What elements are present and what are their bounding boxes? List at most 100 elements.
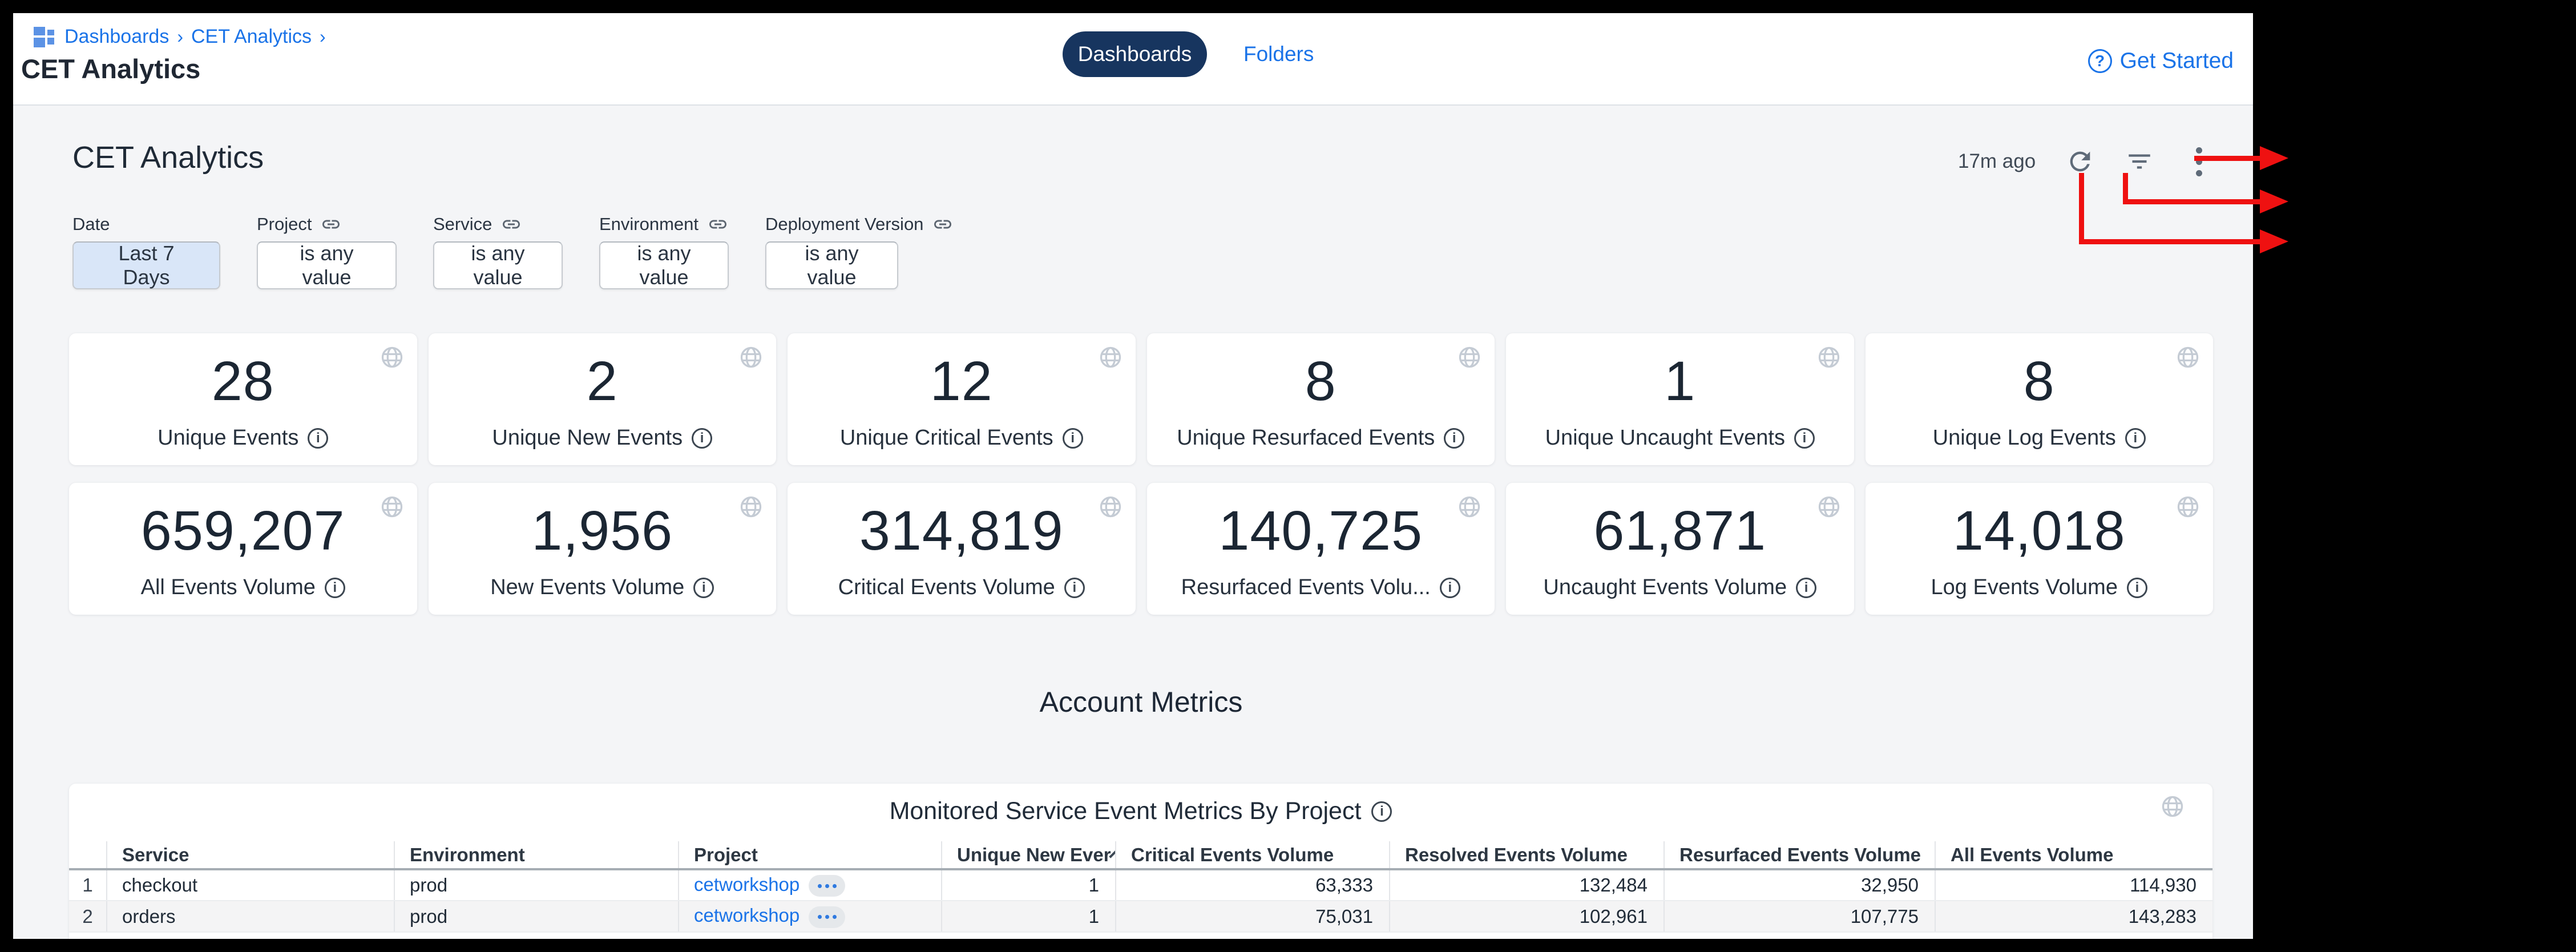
row-index: 1 <box>69 869 107 901</box>
column-header-label: Environment <box>410 844 525 865</box>
globe-icon[interactable] <box>1816 494 1842 519</box>
metric-tile: 140,725 Resurfaced Events Volu... i <box>1146 483 1495 615</box>
column-header[interactable] <box>69 841 107 869</box>
cell-environment: prod <box>394 901 679 933</box>
project-link[interactable]: cetworkshop <box>694 905 800 926</box>
cell-all-events-volume: 114,930 <box>1935 869 2212 901</box>
table-title: Monitored Service Event Metrics By Proje… <box>889 797 1362 825</box>
column-header-label: Project <box>694 844 758 865</box>
column-header[interactable]: Resurfaced Events Volume <box>1664 841 1936 869</box>
tile-label: Unique Uncaught Events <box>1545 426 1785 450</box>
metric-tile: 28 Unique Events i <box>69 333 417 465</box>
filter-value-button[interactable]: is any value <box>257 241 397 289</box>
filter-value-button[interactable]: is any value <box>433 241 563 289</box>
column-header[interactable]: Critical Events Volume <box>1116 841 1390 869</box>
info-icon[interactable]: i <box>2126 577 2147 598</box>
project-link[interactable]: cetworkshop <box>694 873 800 895</box>
column-header[interactable]: Project <box>679 841 942 869</box>
tile-label: Unique Log Events <box>1932 426 2116 450</box>
annotation-arrowhead <box>2260 146 2288 170</box>
info-icon[interactable]: i <box>2125 427 2146 449</box>
project-more-button[interactable] <box>809 906 846 928</box>
cell-resurfaced-events-volume: 107,775 <box>1664 901 1936 933</box>
column-header[interactable]: Service <box>107 841 395 869</box>
tile-label: Resurfaced Events Volu... <box>1181 575 1431 599</box>
info-icon[interactable]: i <box>1439 577 1460 598</box>
cell-project: cetworkshop <box>679 901 942 933</box>
globe-icon[interactable] <box>1098 345 1123 370</box>
tab-folders[interactable]: Folders <box>1240 42 1317 67</box>
info-icon[interactable]: i <box>692 427 713 449</box>
column-header[interactable]: Resolved Events Volume <box>1390 841 1665 869</box>
project-more-button[interactable] <box>809 875 846 897</box>
column-header[interactable]: Environment <box>394 841 679 869</box>
metric-tile: 2 Unique New Events i <box>428 333 776 465</box>
filter-label: Environment <box>599 214 699 234</box>
cell-service: checkout <box>107 869 395 901</box>
breadcrumb-current-link[interactable]: CET Analytics <box>191 26 312 47</box>
breadcrumb-dashboards-link[interactable]: Dashboards <box>64 26 169 47</box>
filter-label: Date <box>72 214 110 234</box>
question-circle-icon: ? <box>2088 49 2112 73</box>
table-header-row: Service Environment Project Unique New Ever… <box>69 841 2212 869</box>
cell-unique-new-events: 1 <box>942 869 1116 901</box>
info-icon[interactable]: i <box>1444 427 1465 449</box>
tab-dashboards[interactable]: Dashboards <box>1063 31 1207 77</box>
tile-value: 8 <box>2023 350 2055 412</box>
table-row: 2 orders prod cetworkshop 1 75,031 102,9… <box>69 901 2212 933</box>
annotation-line-kebab <box>2194 156 2262 161</box>
filter-button[interactable] <box>2125 147 2154 176</box>
globe-icon[interactable] <box>1457 345 1482 370</box>
column-header[interactable]: All Events Volume <box>1935 841 2212 869</box>
get-started-link[interactable]: ? Get Started <box>2088 49 2234 74</box>
globe-icon[interactable] <box>1816 345 1842 370</box>
kebab-menu-icon <box>2195 147 2202 176</box>
filter: Date Last 7 Days <box>72 213 220 289</box>
column-header[interactable]: Unique New Ever <box>942 841 1116 869</box>
info-icon[interactable]: i <box>1371 801 1392 822</box>
top-header-bar: Dashboards › CET Analytics › CET Analyti… <box>13 13 2253 106</box>
globe-icon[interactable] <box>379 345 405 370</box>
cell-resurfaced-events-volume: 32,950 <box>1664 869 1936 901</box>
column-header-label: Critical Events Volume <box>1131 844 1334 865</box>
info-icon[interactable]: i <box>693 577 714 598</box>
tile-label: Unique Events <box>158 426 299 450</box>
filter: Project is any value <box>257 213 397 289</box>
filter-list-icon <box>2129 154 2150 169</box>
info-icon[interactable]: i <box>1796 577 1817 598</box>
refresh-button[interactable] <box>2065 147 2095 176</box>
info-icon[interactable]: i <box>1062 427 1083 449</box>
annotation-arrowhead <box>2260 229 2288 253</box>
globe-icon[interactable] <box>1457 494 1482 519</box>
dashboard-toolbar: 17m ago <box>1958 144 2214 179</box>
filter: Deployment Version is any value <box>765 213 953 289</box>
dashboard-title: CET Analytics <box>72 140 264 175</box>
globe-icon[interactable] <box>2175 494 2200 519</box>
metric-tile: 8 Unique Log Events i <box>1865 333 2213 465</box>
filter-value-button[interactable]: Last 7 Days <box>72 241 220 289</box>
globe-icon[interactable] <box>1098 494 1123 519</box>
info-icon[interactable]: i <box>308 427 329 449</box>
globe-icon[interactable] <box>738 494 764 519</box>
breadcrumb-separator: › <box>177 26 183 47</box>
tile-label: Unique New Events <box>492 426 683 450</box>
filter-value-button[interactable]: is any value <box>599 241 729 289</box>
globe-icon[interactable] <box>738 345 764 370</box>
globe-icon[interactable] <box>2160 794 2185 819</box>
metric-tile: 1 Unique Uncaught Events i <box>1506 333 1854 465</box>
dashboard-actions-menu-button[interactable] <box>2184 147 2214 176</box>
globe-icon[interactable] <box>379 494 405 519</box>
info-icon[interactable]: i <box>1794 427 1815 449</box>
globe-icon[interactable] <box>2175 345 2200 370</box>
column-header-label: Resolved Events Volume <box>1405 844 1628 865</box>
tile-label: Unique Critical Events <box>839 426 1053 450</box>
filter-label: Deployment Version <box>765 214 924 234</box>
table-card: Monitored Service Event Metrics By Proje… <box>69 784 2212 939</box>
info-icon[interactable]: i <box>324 577 345 598</box>
dashboards-grid-icon[interactable] <box>34 26 54 47</box>
link-icon <box>709 220 727 229</box>
info-icon[interactable]: i <box>1064 577 1085 598</box>
table-row: 1 checkout prod cetworkshop 1 63,333 132… <box>69 869 2212 901</box>
filter-value-button[interactable]: is any value <box>765 241 898 289</box>
tile-label: Log Events Volume <box>1931 575 2118 599</box>
